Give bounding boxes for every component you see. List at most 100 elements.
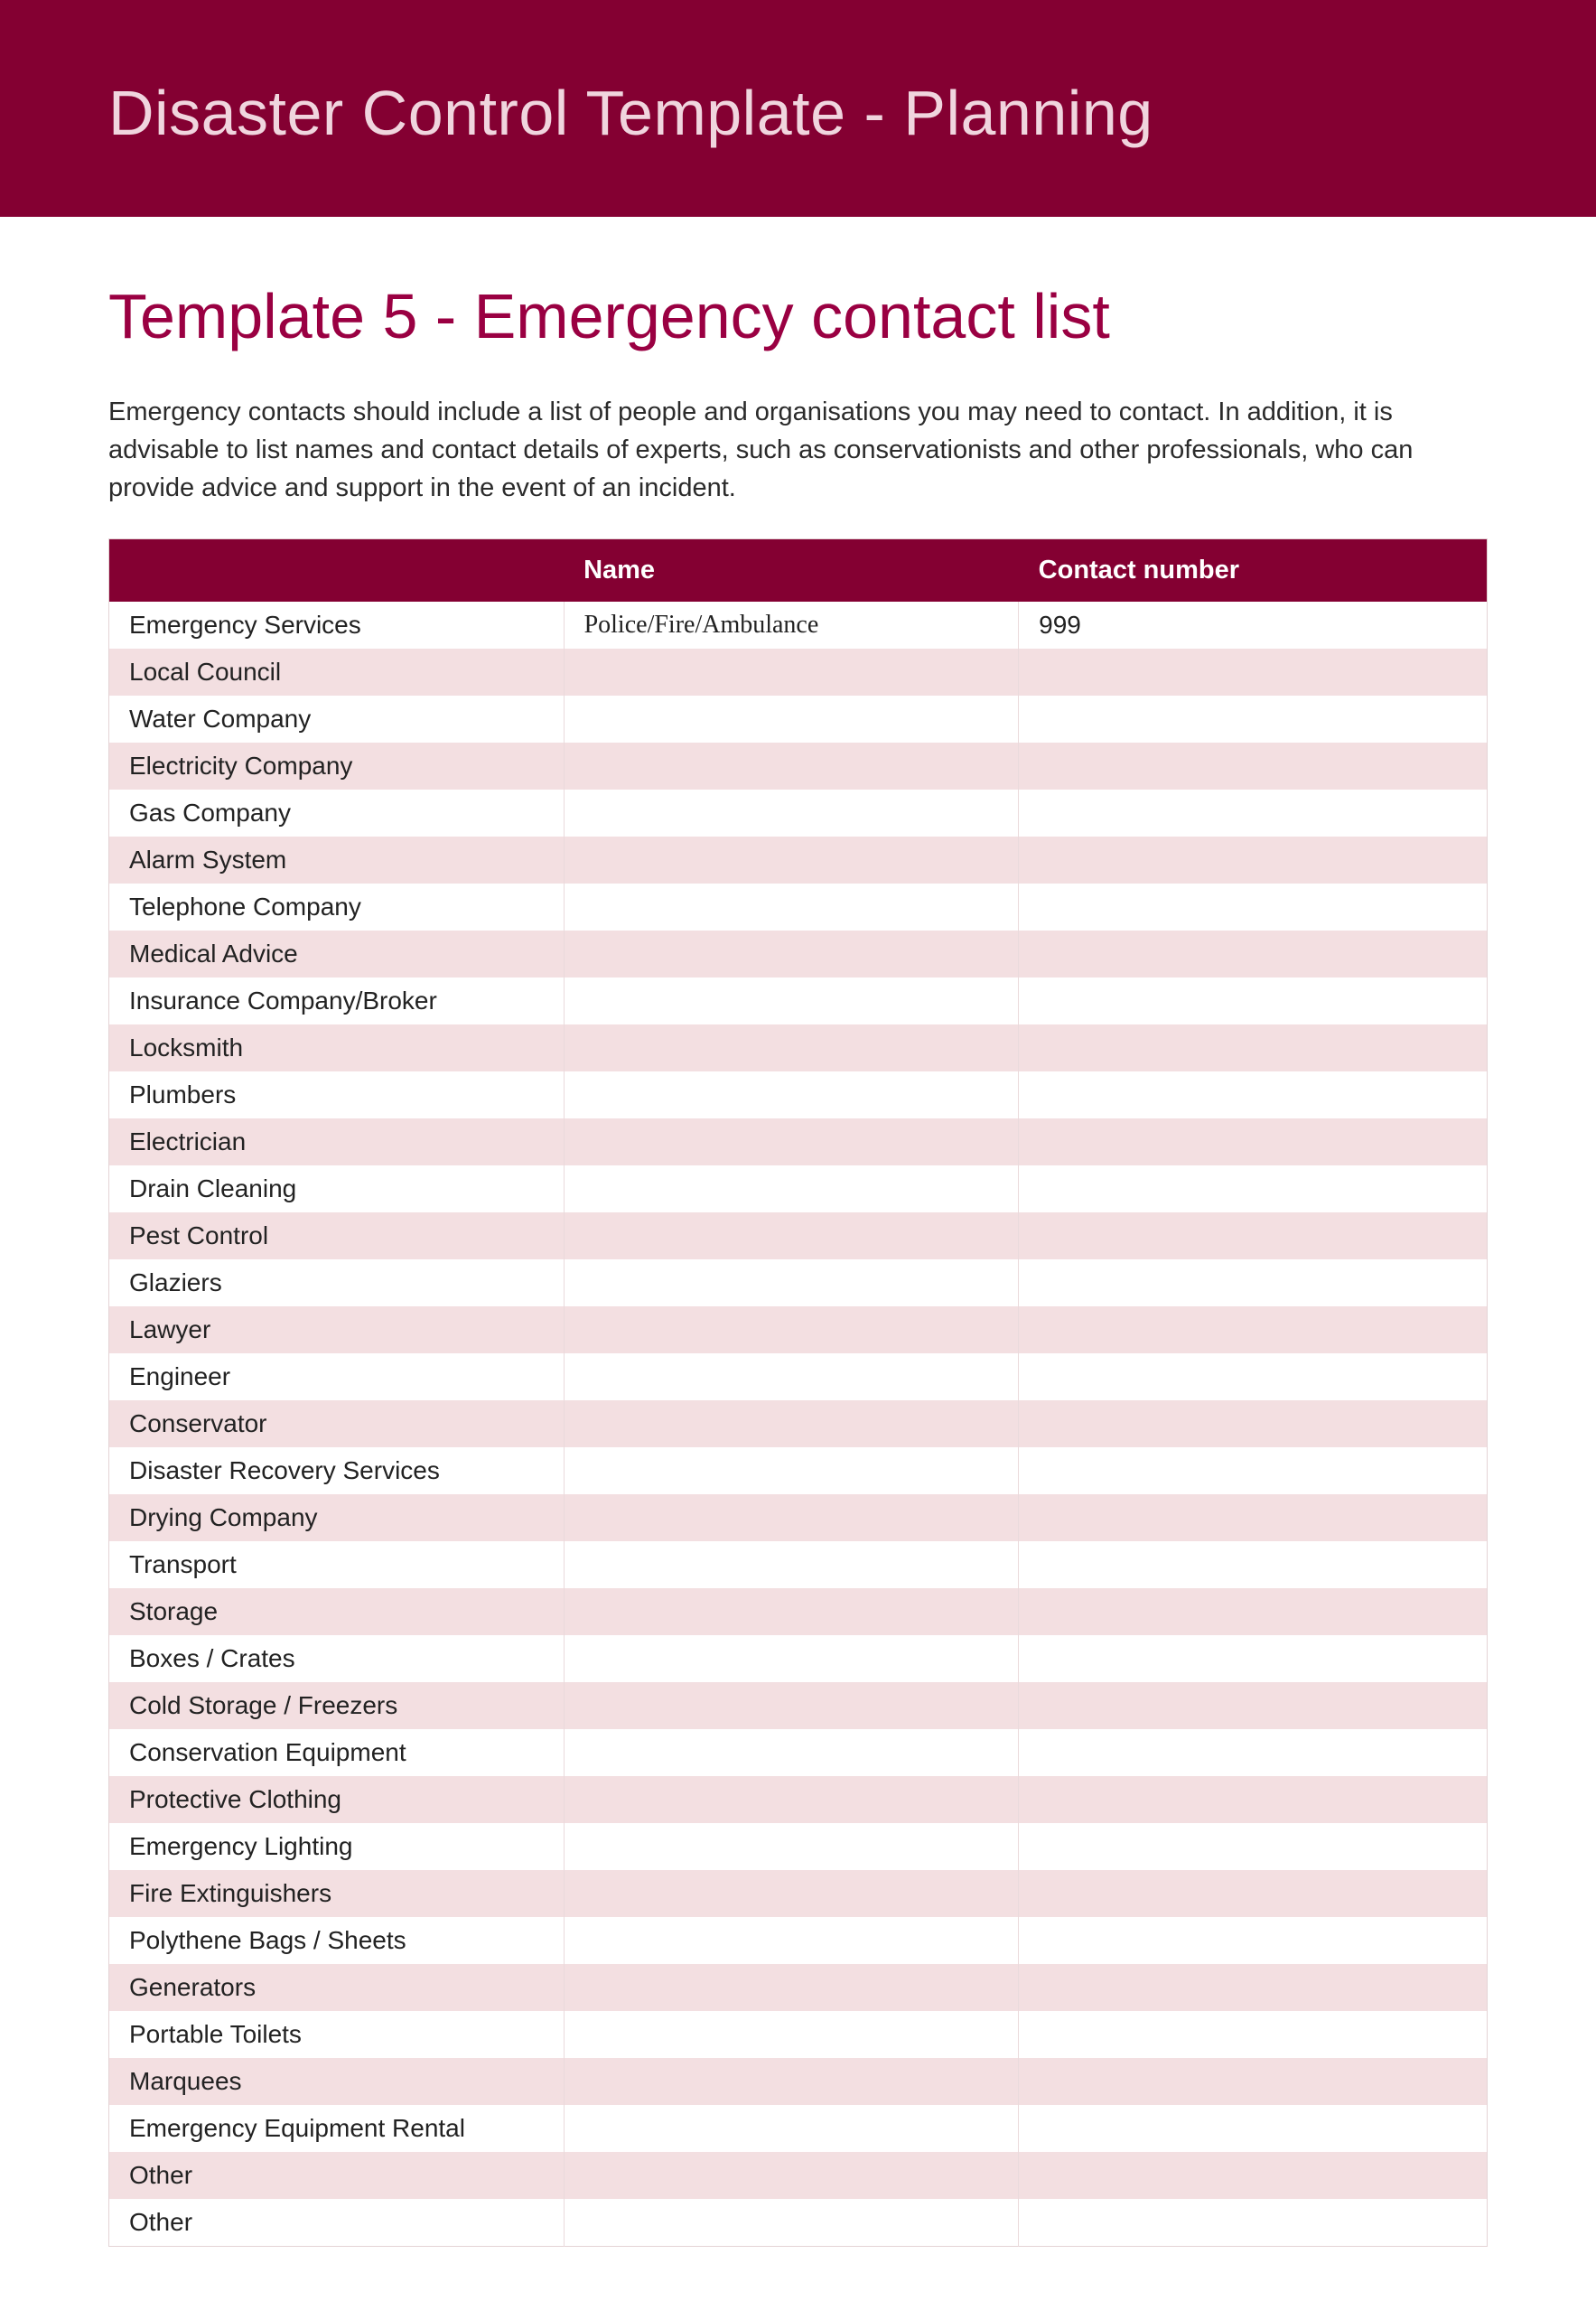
- cell-contact[interactable]: [1019, 1729, 1488, 1776]
- cell-name[interactable]: [564, 696, 1019, 743]
- cell-contact[interactable]: [1019, 1494, 1488, 1541]
- table-row: Pest Control: [109, 1212, 1488, 1259]
- cell-contact[interactable]: [1019, 1823, 1488, 1870]
- cell-contact[interactable]: [1019, 884, 1488, 931]
- cell-name[interactable]: [564, 2152, 1019, 2199]
- cell-category: Local Council: [109, 649, 565, 696]
- cell-name[interactable]: [564, 1212, 1019, 1259]
- cell-name[interactable]: [564, 2058, 1019, 2105]
- cell-contact[interactable]: [1019, 649, 1488, 696]
- cell-name[interactable]: [564, 931, 1019, 977]
- cell-name[interactable]: [564, 1400, 1019, 1447]
- cell-category: Cold Storage / Freezers: [109, 1682, 565, 1729]
- cell-contact[interactable]: [1019, 837, 1488, 884]
- cell-category: Drain Cleaning: [109, 1165, 565, 1212]
- cell-contact[interactable]: [1019, 1776, 1488, 1823]
- cell-category: Water Company: [109, 696, 565, 743]
- cell-name[interactable]: [564, 837, 1019, 884]
- cell-name[interactable]: [564, 1682, 1019, 1729]
- table-row: Telephone Company: [109, 884, 1488, 931]
- cell-contact[interactable]: 999: [1019, 602, 1488, 649]
- cell-contact[interactable]: [1019, 1541, 1488, 1588]
- cell-name[interactable]: [564, 1024, 1019, 1071]
- header-name: Name: [564, 539, 1019, 603]
- cell-contact[interactable]: [1019, 1118, 1488, 1165]
- cell-contact[interactable]: [1019, 1212, 1488, 1259]
- cell-contact[interactable]: [1019, 1870, 1488, 1917]
- cell-category: Alarm System: [109, 837, 565, 884]
- cell-category: Emergency Equipment Rental: [109, 2105, 565, 2152]
- cell-category: Boxes / Crates: [109, 1635, 565, 1682]
- cell-contact[interactable]: [1019, 2199, 1488, 2247]
- cell-name[interactable]: [564, 1776, 1019, 1823]
- cell-category: Medical Advice: [109, 931, 565, 977]
- cell-name[interactable]: [564, 1165, 1019, 1212]
- table-row: Drain Cleaning: [109, 1165, 1488, 1212]
- table-row: Generators: [109, 1964, 1488, 2011]
- table-row: Water Company: [109, 696, 1488, 743]
- cell-contact[interactable]: [1019, 1588, 1488, 1635]
- cell-name[interactable]: [564, 1447, 1019, 1494]
- table-body: Emergency ServicesPolice/Fire/Ambulance9…: [109, 602, 1488, 2247]
- table-row: Emergency ServicesPolice/Fire/Ambulance9…: [109, 602, 1488, 649]
- cell-name[interactable]: [564, 1588, 1019, 1635]
- cell-contact[interactable]: [1019, 1306, 1488, 1353]
- cell-contact[interactable]: [1019, 2152, 1488, 2199]
- cell-contact[interactable]: [1019, 1071, 1488, 1118]
- cell-name[interactable]: [564, 1823, 1019, 1870]
- cell-name[interactable]: [564, 1870, 1019, 1917]
- cell-contact[interactable]: [1019, 2105, 1488, 2152]
- table-row: Plumbers: [109, 1071, 1488, 1118]
- cell-contact[interactable]: [1019, 1259, 1488, 1306]
- cell-contact[interactable]: [1019, 931, 1488, 977]
- cell-name[interactable]: [564, 1353, 1019, 1400]
- cell-contact[interactable]: [1019, 2011, 1488, 2058]
- table-row: Polythene Bags / Sheets: [109, 1917, 1488, 1964]
- cell-category: Storage: [109, 1588, 565, 1635]
- cell-contact[interactable]: [1019, 1964, 1488, 2011]
- cell-contact[interactable]: [1019, 1682, 1488, 1729]
- table-row: Boxes / Crates: [109, 1635, 1488, 1682]
- cell-contact[interactable]: [1019, 2058, 1488, 2105]
- cell-contact[interactable]: [1019, 977, 1488, 1024]
- cell-contact[interactable]: [1019, 696, 1488, 743]
- header-banner: Disaster Control Template - Planning: [0, 0, 1596, 217]
- cell-contact[interactable]: [1019, 1165, 1488, 1212]
- table-row: Fire Extinguishers: [109, 1870, 1488, 1917]
- cell-name[interactable]: [564, 1729, 1019, 1776]
- cell-name[interactable]: [564, 743, 1019, 790]
- cell-name[interactable]: [564, 2199, 1019, 2247]
- cell-category: Fire Extinguishers: [109, 1870, 565, 1917]
- cell-name[interactable]: [564, 1964, 1019, 2011]
- cell-name[interactable]: [564, 1118, 1019, 1165]
- cell-contact[interactable]: [1019, 1635, 1488, 1682]
- cell-contact[interactable]: [1019, 743, 1488, 790]
- cell-name[interactable]: [564, 1259, 1019, 1306]
- cell-contact[interactable]: [1019, 1447, 1488, 1494]
- cell-category: Electricity Company: [109, 743, 565, 790]
- cell-name[interactable]: [564, 649, 1019, 696]
- cell-contact[interactable]: [1019, 1400, 1488, 1447]
- header-category: [109, 539, 565, 603]
- cell-name[interactable]: [564, 977, 1019, 1024]
- table-row: Gas Company: [109, 790, 1488, 837]
- table-row: Locksmith: [109, 1024, 1488, 1071]
- cell-name[interactable]: [564, 1071, 1019, 1118]
- cell-name[interactable]: [564, 1306, 1019, 1353]
- cell-name[interactable]: [564, 1541, 1019, 1588]
- cell-name[interactable]: [564, 1917, 1019, 1964]
- cell-contact[interactable]: [1019, 1917, 1488, 1964]
- cell-contact[interactable]: [1019, 790, 1488, 837]
- cell-contact[interactable]: [1019, 1353, 1488, 1400]
- cell-name[interactable]: [564, 2011, 1019, 2058]
- table-row: Emergency Lighting: [109, 1823, 1488, 1870]
- cell-name[interactable]: [564, 790, 1019, 837]
- cell-name[interactable]: [564, 884, 1019, 931]
- cell-category: Transport: [109, 1541, 565, 1588]
- cell-name[interactable]: [564, 1494, 1019, 1541]
- cell-name[interactable]: [564, 1635, 1019, 1682]
- cell-contact[interactable]: [1019, 1024, 1488, 1071]
- cell-category: Gas Company: [109, 790, 565, 837]
- cell-name[interactable]: [564, 2105, 1019, 2152]
- cell-name[interactable]: Police/Fire/Ambulance: [564, 602, 1019, 649]
